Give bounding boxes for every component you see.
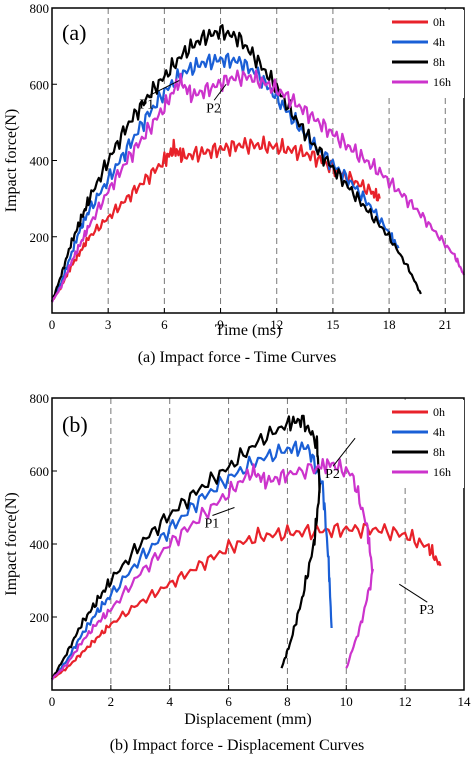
x-tick-label: 2: [108, 694, 115, 709]
chart-panel-1: 0 2 4 6 8 10 12 14 200 400 600 800 Displacement (mm)…: [3, 391, 471, 754]
x-tick-label: 15: [326, 317, 339, 332]
legend-label: 0h: [433, 15, 445, 29]
panel-label: (b): [62, 412, 88, 437]
x-tick-label: 18: [383, 317, 396, 332]
x-tick-label: 6: [161, 317, 168, 332]
figure-caption: (a) Impact force - Time Curves: [138, 349, 337, 366]
x-tick-label: 8: [284, 694, 291, 709]
x-tick-label: 10: [340, 694, 353, 709]
x-tick-label: 9: [217, 317, 224, 332]
series-line-16h: [51, 458, 374, 681]
x-tick-label: 21: [439, 317, 452, 332]
figure-caption: (b) Impact force - Displacement Curves: [110, 737, 365, 754]
legend: 0h 4h 8h 16h: [388, 10, 464, 98]
x-tick-label: 12: [399, 694, 412, 709]
y-tick-label: 800: [30, 1, 50, 16]
annotation-arrow: [398, 583, 428, 603]
series-line-4h: [50, 52, 400, 303]
annotation-label: P2: [206, 101, 221, 116]
annotation-arrow: [213, 83, 227, 101]
y-tick-label: 200: [30, 610, 50, 625]
x-tick-label: 0: [49, 694, 56, 709]
y-tick-label: 600: [30, 77, 50, 92]
legend-label: 0h: [433, 405, 445, 419]
series-line-16h: [50, 69, 466, 303]
legend-label: 8h: [433, 445, 445, 459]
chart-panel-0: 0 3 6 9 12 15 18 21 200 400 600 800 Time (ms) Impact …: [3, 1, 466, 366]
legend: 0h 4h 8h 16h: [388, 400, 464, 488]
annotation-label: P2: [325, 467, 340, 482]
annotation-arrow: [212, 507, 235, 516]
legend-label: 4h: [433, 35, 445, 49]
legend-label: 8h: [433, 55, 445, 69]
series-line-8h: [51, 414, 321, 680]
x-axis-label: Time (ms): [215, 322, 282, 339]
annotation-label: P1: [139, 97, 154, 112]
annotation-label: P3: [419, 603, 434, 618]
x-tick-label: 6: [225, 694, 232, 709]
panel-label: (a): [62, 20, 86, 45]
x-tick-label: 4: [166, 694, 173, 709]
annotation-label: P1: [204, 517, 219, 532]
legend-label: 4h: [433, 425, 445, 439]
legend-label: 16h: [433, 465, 451, 479]
y-tick-label: 200: [30, 230, 50, 245]
series-line-8h: [50, 24, 422, 303]
x-tick-label: 3: [105, 317, 112, 332]
y-tick-label: 400: [30, 154, 50, 169]
annotation-arrow: [332, 437, 356, 467]
y-axis-label: Impact force(N): [3, 492, 20, 596]
series-line-0h: [51, 522, 442, 680]
x-tick-label: 12: [270, 317, 283, 332]
x-tick-label: 14: [458, 694, 472, 709]
y-tick-label: 600: [30, 464, 50, 479]
y-axis-label: Impact force(N): [3, 109, 20, 213]
annotation-arrow: [147, 79, 180, 97]
x-tick-label: 0: [49, 317, 56, 332]
x-axis-label: Displacement (mm): [184, 711, 312, 728]
legend-label: 16h: [433, 75, 451, 89]
y-tick-label: 800: [30, 391, 50, 406]
y-tick-label: 400: [30, 537, 50, 552]
